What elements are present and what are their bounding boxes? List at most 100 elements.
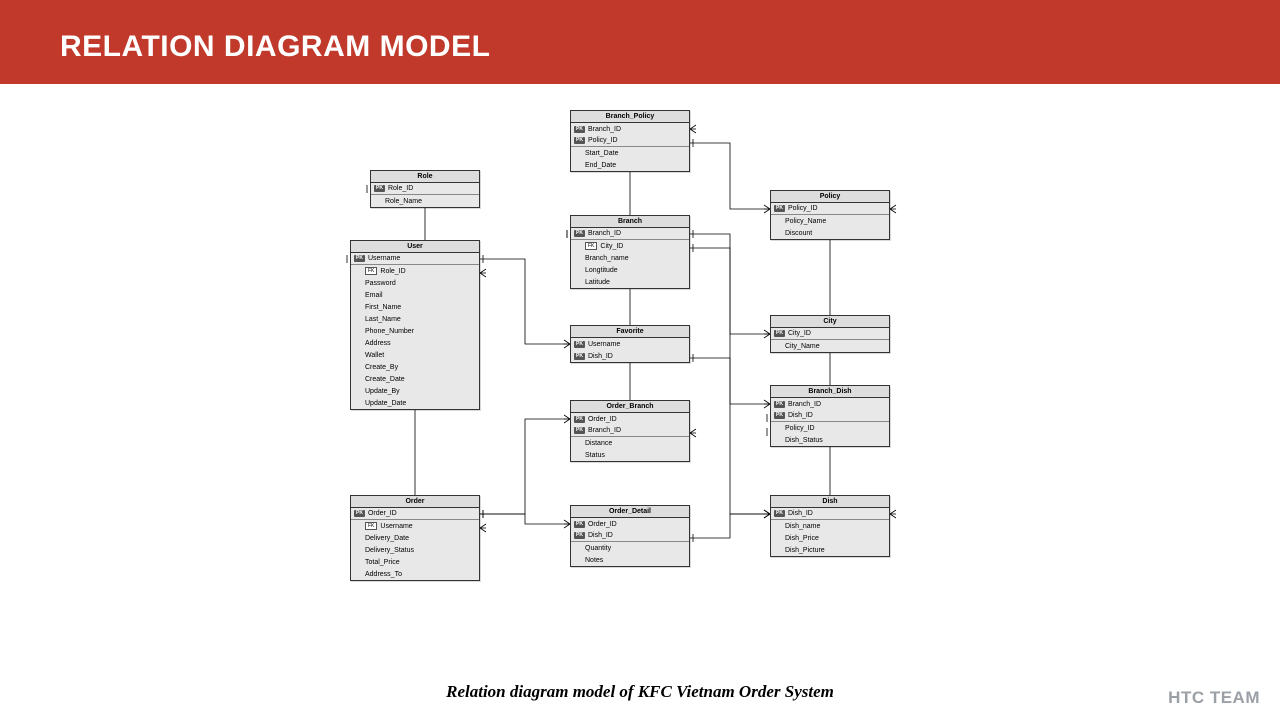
entity-field: PKPolicy_ID — [771, 203, 889, 215]
entity-field: Distance — [571, 437, 689, 449]
entity-favorite: FavoritePKUsernamePKDish_ID — [570, 325, 690, 363]
field-name: Longtitude — [585, 267, 618, 274]
entity-field: PKDish_ID — [771, 410, 889, 422]
entity-field: Quantity — [571, 542, 689, 554]
entity-field: Address — [351, 337, 479, 349]
field-name: Username — [588, 341, 620, 348]
entity-field: Delivery_Status — [351, 544, 479, 556]
field-name: Delivery_Status — [365, 547, 414, 554]
field-name: Delivery_Date — [365, 535, 409, 542]
field-name: Dish_ID — [588, 353, 613, 360]
entity-city: CityPKCity_IDCity_Name — [770, 315, 890, 353]
relationship-lines — [0, 100, 1280, 680]
field-name: Dish_Price — [785, 535, 819, 542]
field-name: Status — [585, 452, 605, 459]
entity-field: End_Date — [571, 159, 689, 171]
diagram-caption: Relation diagram model of KFC Vietnam Or… — [0, 682, 1280, 702]
entity-field: PKDish_ID — [571, 350, 689, 362]
entity-field: PKBranch_ID — [571, 425, 689, 437]
entity-field: Password — [351, 277, 479, 289]
field-name: Dish_ID — [588, 532, 613, 539]
entity-branch_policy: Branch_PolicyPKBranch_IDPKPolicy_IDStart… — [570, 110, 690, 172]
pk-badge: PK — [354, 510, 365, 517]
pk-badge: PK — [574, 137, 585, 144]
team-label: HTC TEAM — [1168, 688, 1260, 708]
slide-header: RELATION DIAGRAM MODEL — [0, 0, 1280, 84]
entity-field: PKPolicy_ID — [571, 135, 689, 147]
fk-badge: FK — [365, 522, 377, 530]
entity-branch_dish: Branch_DishPKBranch_IDPKDish_IDPolicy_ID… — [770, 385, 890, 447]
pk-badge: PK — [354, 255, 365, 262]
field-name: Create_By — [365, 364, 398, 371]
entity-field: Role_Name — [371, 195, 479, 207]
entity-field: PKUsername — [351, 253, 479, 265]
entity-title: Dish — [771, 496, 889, 508]
pk-badge: PK — [774, 401, 785, 408]
field-name: Update_By — [365, 388, 400, 395]
entity-order_branch: Order_BranchPKOrder_IDPKBranch_IDDistanc… — [570, 400, 690, 462]
field-name: Email — [365, 292, 383, 299]
field-name: Policy_Name — [785, 218, 826, 225]
entity-field: Address_To — [351, 568, 479, 580]
entity-field: First_Name — [351, 301, 479, 313]
entity-dish: DishPKDish_IDDish_nameDish_PriceDish_Pic… — [770, 495, 890, 557]
field-name: City_ID — [600, 243, 623, 250]
field-name: Dish_Picture — [785, 547, 825, 554]
field-name: End_Date — [585, 162, 616, 169]
field-name: Branch_ID — [788, 401, 821, 408]
entity-field: Discount — [771, 227, 889, 239]
entity-field: Dish_Price — [771, 532, 889, 544]
pk-badge: PK — [774, 510, 785, 517]
field-name: Total_Price — [365, 559, 400, 566]
field-name: Create_Date — [365, 376, 405, 383]
pk-badge: PK — [574, 521, 585, 528]
field-name: Username — [380, 523, 412, 530]
field-name: Latitude — [585, 279, 610, 286]
field-name: Wallet — [365, 352, 384, 359]
field-name: Dish_ID — [788, 510, 813, 517]
field-name: Address — [365, 340, 391, 347]
entity-field: PKBranch_ID — [571, 123, 689, 135]
entity-field: Update_Date — [351, 397, 479, 409]
entity-field: Policy_Name — [771, 215, 889, 227]
entity-field: Dish_Status — [771, 434, 889, 446]
pk-badge: PK — [574, 427, 585, 434]
entity-field: FKUsername — [351, 520, 479, 532]
entity-order_detail: Order_DetailPKOrder_IDPKDish_IDQuantityN… — [570, 505, 690, 567]
entity-field: PKDish_ID — [771, 508, 889, 520]
entity-field: PKRole_ID — [371, 183, 479, 195]
entity-field: PKBranch_ID — [571, 228, 689, 240]
entity-title: Order — [351, 496, 479, 508]
field-name: Last_Name — [365, 316, 401, 323]
fk-badge: FK — [585, 242, 597, 250]
field-name: Order_ID — [588, 416, 617, 423]
entity-field: Branch_name — [571, 252, 689, 264]
field-name: Discount — [785, 230, 812, 237]
field-name: Role_Name — [385, 198, 422, 205]
field-name: Order_ID — [588, 521, 617, 528]
field-name: Username — [368, 255, 400, 262]
pk-badge: PK — [774, 205, 785, 212]
field-name: Branch_ID — [588, 427, 621, 434]
entity-field: PKBranch_ID — [771, 398, 889, 410]
fk-badge: FK — [365, 267, 377, 275]
entity-field: Policy_ID — [771, 422, 889, 434]
diagram-canvas: RolePKRole_IDRole_NameBranch_PolicyPKBra… — [0, 100, 1280, 680]
entity-field: PKOrder_ID — [571, 518, 689, 530]
field-name: Policy_ID — [785, 425, 815, 432]
entity-title: Branch_Dish — [771, 386, 889, 398]
pk-badge: PK — [574, 230, 585, 237]
field-name: Distance — [585, 440, 612, 447]
field-name: Policy_ID — [588, 137, 618, 144]
entity-field: Create_Date — [351, 373, 479, 385]
entity-title: User — [351, 241, 479, 253]
entity-title: Branch_Policy — [571, 111, 689, 123]
entity-field: Dish_Picture — [771, 544, 889, 556]
entity-field: PKUsername — [571, 338, 689, 350]
entity-field: FKCity_ID — [571, 240, 689, 252]
pk-badge: PK — [574, 416, 585, 423]
entity-order: OrderPKOrder_IDFKUsernameDelivery_DateDe… — [350, 495, 480, 581]
entity-field: Dish_name — [771, 520, 889, 532]
field-name: Address_To — [365, 571, 402, 578]
entity-field: Email — [351, 289, 479, 301]
